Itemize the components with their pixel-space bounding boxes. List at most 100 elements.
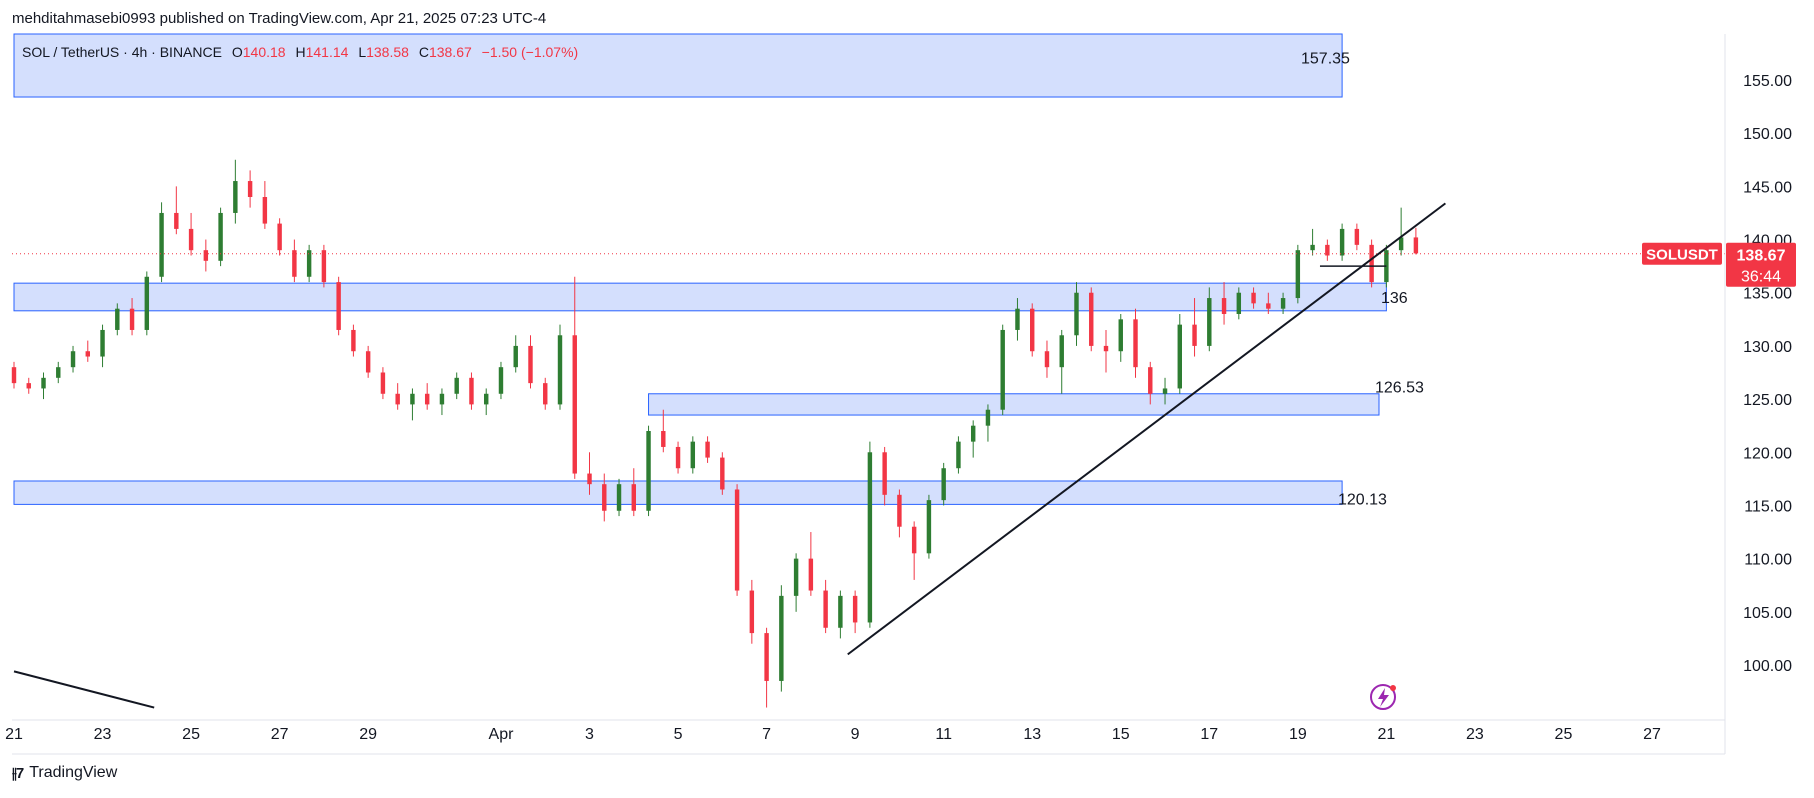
candle-body: [1398, 237, 1404, 251]
tradingview-logo-icon: ⫲7: [12, 764, 24, 782]
candle-body: [779, 595, 784, 681]
candle: [911, 521, 917, 580]
x-tick-label: 21: [1377, 726, 1395, 743]
candle-body: [631, 484, 636, 511]
candle-body: [395, 393, 400, 405]
candle-body: [1310, 244, 1315, 251]
y-tick-label: 100.00: [1743, 658, 1792, 675]
candle: [720, 452, 725, 495]
candle-body: [897, 494, 902, 527]
candle: [1339, 223, 1345, 261]
candle: [557, 324, 563, 410]
price-tag-box: [1726, 242, 1796, 287]
candle: [454, 372, 459, 400]
y-tick-label: 150.00: [1743, 126, 1792, 143]
candle: [956, 436, 961, 474]
candle: [1118, 314, 1123, 362]
candle: [115, 303, 120, 336]
candle: [41, 372, 46, 400]
x-tick-label: 21: [5, 726, 23, 743]
candle: [1030, 303, 1035, 357]
candle: [1089, 287, 1094, 352]
candle-body: [513, 345, 518, 368]
candle: [779, 585, 784, 692]
x-tick-label: 27: [1643, 726, 1661, 743]
candle-body: [1118, 319, 1123, 352]
candle: [306, 244, 312, 283]
legend-close-label: C: [418, 44, 429, 60]
candle: [587, 452, 592, 495]
price-tag-symbol-box: [1642, 242, 1722, 265]
candle-body: [985, 409, 991, 426]
candle: [277, 218, 282, 256]
candle-body: [1000, 329, 1005, 410]
x-tick-label: 25: [182, 726, 200, 743]
candle: [1059, 329, 1064, 394]
candle-body: [1266, 303, 1271, 309]
candle-body: [661, 431, 666, 447]
candle-body: [454, 377, 459, 394]
candle-body: [1280, 298, 1286, 309]
candle-body: [1236, 292, 1242, 314]
candle: [1192, 298, 1197, 357]
lightning-icon: [1370, 684, 1396, 710]
candle-body: [1133, 319, 1138, 368]
candle-body: [351, 329, 356, 352]
candle-body: [41, 377, 46, 389]
candle-body: [764, 633, 769, 681]
candle: [602, 473, 607, 522]
candle: [1148, 361, 1153, 405]
candle: [395, 383, 400, 410]
candle-body: [793, 558, 799, 596]
lightning-icon-ring: [1370, 684, 1396, 710]
candle: [469, 372, 474, 410]
candle-body: [1192, 324, 1197, 346]
published-byline: mehditahmasebi0993 published on TradingV…: [12, 10, 547, 27]
candle-body: [926, 500, 932, 554]
candle-body: [1162, 388, 1168, 394]
candle-body: [1074, 292, 1079, 336]
candle: [203, 239, 209, 272]
candle: [218, 207, 223, 267]
candle-body: [129, 308, 135, 330]
candle-body: [233, 181, 238, 213]
candle: [100, 324, 105, 368]
candle-body: [56, 367, 61, 378]
y-tick-label: 145.00: [1743, 179, 1792, 196]
candle: [70, 345, 76, 373]
candle: [262, 181, 268, 229]
candle: [1280, 292, 1286, 314]
candle-body: [365, 351, 371, 373]
candle-body: [85, 351, 90, 357]
candle: [1015, 298, 1020, 341]
candle-body: [911, 526, 917, 554]
legend-change: −1.50 (−1.07%): [481, 44, 579, 60]
x-tick-label: 23: [1466, 726, 1484, 743]
candle: [1236, 287, 1242, 320]
candle: [56, 361, 61, 384]
candle: [749, 579, 755, 644]
x-tick-label: 9: [851, 726, 860, 743]
y-tick-label: 130.00: [1743, 339, 1792, 356]
footer-brand[interactable]: ⫲7 TradingView: [12, 764, 117, 782]
y-tick-label: 110.00: [1744, 552, 1792, 569]
candle-body: [1295, 250, 1301, 299]
price-tag-symbol: SOLUSDT: [1646, 247, 1718, 264]
candle-body: [262, 197, 268, 224]
candle-body: [602, 484, 607, 511]
y-tick-label: 115.00: [1744, 498, 1792, 515]
candle-body: [572, 335, 577, 474]
candle: [1325, 239, 1330, 261]
axis-layer: 100.00 105.00 110.00 115.00 120.00 125.00 130.…: [5, 34, 1792, 755]
candle-body: [690, 441, 696, 469]
candle: [498, 361, 504, 400]
candle: [1251, 287, 1256, 309]
y-tick-label: 135.00: [1743, 286, 1792, 303]
x-tick-label: 15: [1112, 726, 1130, 743]
candle-body: [970, 425, 976, 442]
x-tick-label: 13: [1023, 726, 1041, 743]
candle-body: [1044, 351, 1050, 368]
candle-body: [1339, 228, 1345, 256]
candle: [380, 367, 386, 400]
